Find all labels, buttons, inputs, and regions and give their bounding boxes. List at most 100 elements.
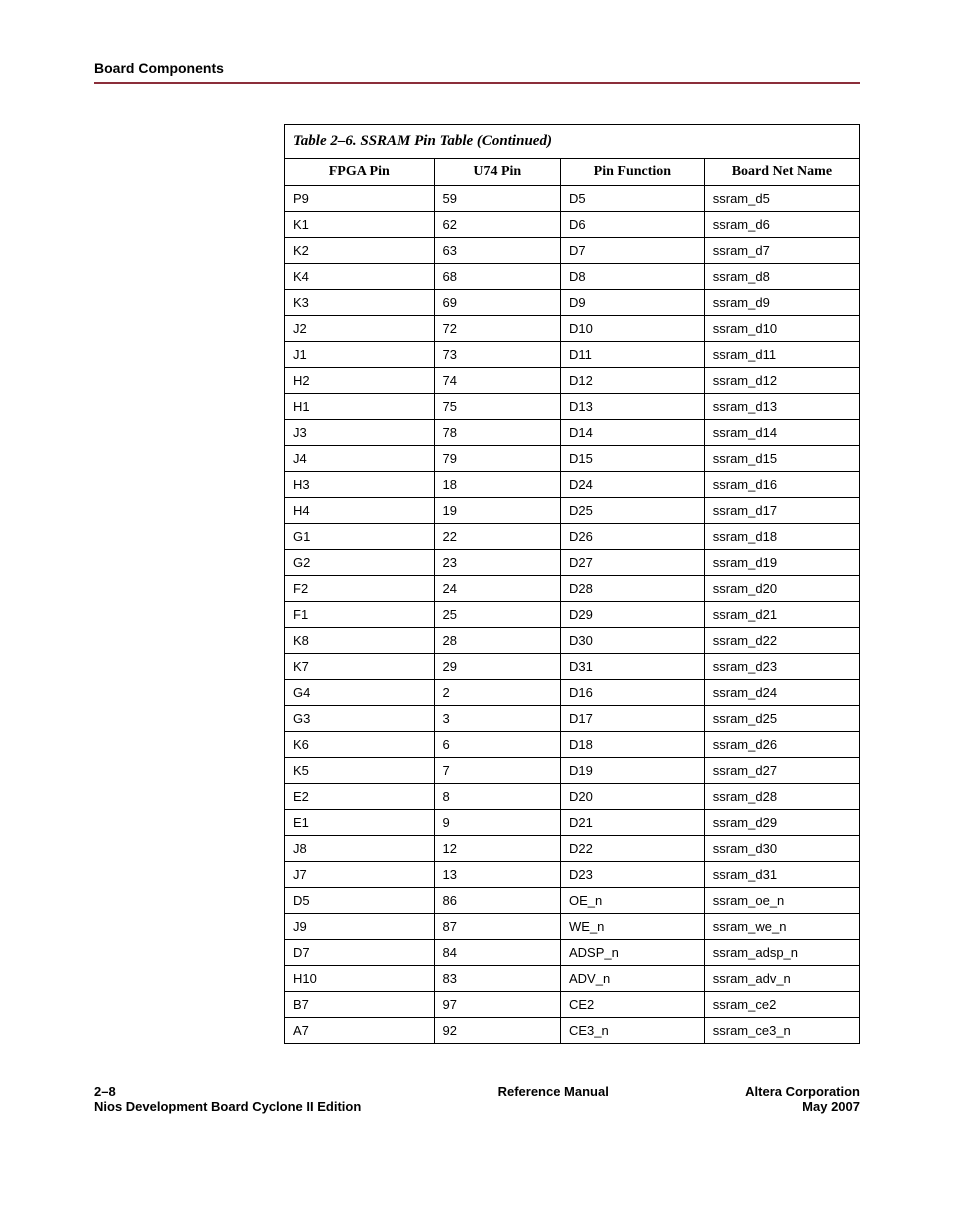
table-cell: A7 [285,1018,435,1044]
table-cell: CE3_n [561,1018,705,1044]
table-cell: 28 [434,628,561,654]
table-cell: ssram_d18 [704,524,859,550]
table-cell: 97 [434,992,561,1018]
table-cell: 2 [434,680,561,706]
table-cell: D11 [561,342,705,368]
table-cell: 92 [434,1018,561,1044]
table-cell: ssram_d30 [704,836,859,862]
table-cell: D17 [561,706,705,732]
table-cell: ssram_ce2 [704,992,859,1018]
col-header-fpga-pin: FPGA Pin [285,159,435,186]
table-cell: D12 [561,368,705,394]
table-row: H175D13ssram_d13 [285,394,860,420]
footer-book-title: Nios Development Board Cyclone II Editio… [94,1099,361,1114]
table-cell: 9 [434,810,561,836]
table-cell: J9 [285,914,435,940]
table-cell: P9 [285,186,435,212]
table-cell: ssram_ce3_n [704,1018,859,1044]
table-row: F224D28ssram_d20 [285,576,860,602]
table-cell: 25 [434,602,561,628]
table-cell: ssram_d19 [704,550,859,576]
table-cell: J1 [285,342,435,368]
table-cell: D7 [285,940,435,966]
table-cell: ssram_we_n [704,914,859,940]
table-cell: K7 [285,654,435,680]
table-row: K66D18ssram_d26 [285,732,860,758]
table-cell: 23 [434,550,561,576]
table-row: H318D24ssram_d16 [285,472,860,498]
table-cell: D27 [561,550,705,576]
table-cell: 3 [434,706,561,732]
table-cell: ssram_d24 [704,680,859,706]
table-cell: D7 [561,238,705,264]
table-cell: D26 [561,524,705,550]
table-cell: D10 [561,316,705,342]
table-row: F125D29ssram_d21 [285,602,860,628]
table-cell: J7 [285,862,435,888]
table-cell: D6 [561,212,705,238]
table-cell: ssram_d22 [704,628,859,654]
table-row: H274D12ssram_d12 [285,368,860,394]
table-cell: OE_n [561,888,705,914]
table-cell: ssram_d17 [704,498,859,524]
table-row: J713D23ssram_d31 [285,862,860,888]
section-title: Board Components [94,60,224,76]
table-row: P959D5ssram_d5 [285,186,860,212]
table-cell: D22 [561,836,705,862]
table-row: D586OE_nssram_oe_n [285,888,860,914]
table-cell: ssram_d15 [704,446,859,472]
table-cell: ssram_d26 [704,732,859,758]
table-header-row: FPGA Pin U74 Pin Pin Function Board Net … [285,159,860,186]
table-cell: K1 [285,212,435,238]
table-cell: J2 [285,316,435,342]
table-cell: D24 [561,472,705,498]
table-cell: ssram_adv_n [704,966,859,992]
table-cell: H4 [285,498,435,524]
table-cell: 84 [434,940,561,966]
table-cell: H3 [285,472,435,498]
table-caption: Table 2–6. SSRAM Pin Table (Continued) [284,124,860,158]
table-cell: K8 [285,628,435,654]
table-row: K828D30ssram_d22 [285,628,860,654]
table-cell: ssram_d28 [704,784,859,810]
table-cell: ssram_d9 [704,290,859,316]
table-row: K369D9ssram_d9 [285,290,860,316]
footer-page-number: 2–8 [94,1084,361,1099]
table-row: G42D16ssram_d24 [285,680,860,706]
table-cell: 86 [434,888,561,914]
table-row: J987WE_nssram_we_n [285,914,860,940]
table-row: K263D7ssram_d7 [285,238,860,264]
table-cell: ADV_n [561,966,705,992]
table-cell: D13 [561,394,705,420]
table-cell: 79 [434,446,561,472]
table-cell: H2 [285,368,435,394]
table-row: J272D10ssram_d10 [285,316,860,342]
table-row: J812D22ssram_d30 [285,836,860,862]
col-header-board-net-name: Board Net Name [704,159,859,186]
table-cell: 75 [434,394,561,420]
table-cell: ssram_d12 [704,368,859,394]
table-row: E28D20ssram_d28 [285,784,860,810]
table-cell: D30 [561,628,705,654]
table-cell: 8 [434,784,561,810]
table-cell: 24 [434,576,561,602]
table-cell: D18 [561,732,705,758]
table-cell: 83 [434,966,561,992]
table-cell: H10 [285,966,435,992]
table-cell: D29 [561,602,705,628]
table-cell: 78 [434,420,561,446]
table-cell: B7 [285,992,435,1018]
table-row: K729D31ssram_d23 [285,654,860,680]
table-cell: J3 [285,420,435,446]
table-cell: ssram_d31 [704,862,859,888]
table-row: A792CE3_nssram_ce3_n [285,1018,860,1044]
page-footer: 2–8 Nios Development Board Cyclone II Ed… [94,1084,860,1114]
table-cell: D19 [561,758,705,784]
table-cell: ssram_d8 [704,264,859,290]
table-row: E19D21ssram_d29 [285,810,860,836]
footer-company: Altera Corporation [745,1084,860,1099]
table-cell: E1 [285,810,435,836]
table-cell: ssram_d11 [704,342,859,368]
table-cell: G1 [285,524,435,550]
table-cell: D8 [561,264,705,290]
